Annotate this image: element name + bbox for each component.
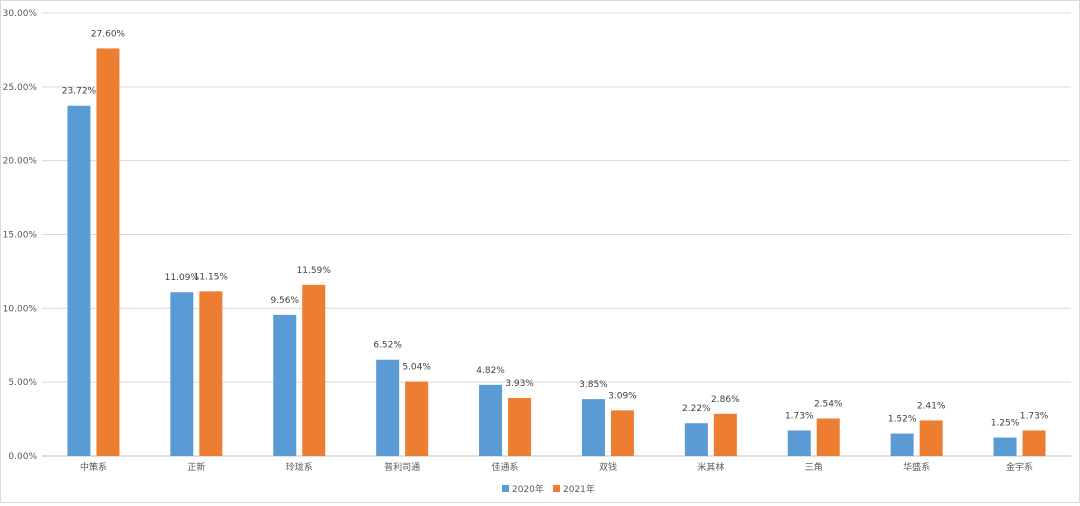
x-category-label: 普利司通 — [384, 461, 420, 473]
data-label: 5.04% — [402, 363, 431, 373]
bar-series-2 — [96, 48, 120, 456]
bar-series-2 — [816, 418, 840, 456]
bar-series-2 — [1022, 430, 1046, 456]
data-label: 11.59% — [297, 266, 332, 276]
bar-series-1 — [890, 433, 914, 456]
data-label: 27.60% — [91, 29, 126, 39]
x-category-label: 三角 — [805, 461, 823, 473]
bar-series-2 — [919, 420, 943, 456]
bar-series-1 — [581, 399, 605, 456]
x-axis-category-labels: 中策系 正新 玲珑系 普利司通 佳通系 双钱 米其林 三角 华盛系 金宇系 — [80, 461, 1033, 473]
data-label: 1.73% — [1020, 411, 1049, 421]
data-label: 2.22% — [682, 404, 711, 414]
data-label: 23.72% — [62, 87, 97, 97]
bar-series-1 — [273, 314, 297, 456]
data-label: 3.93% — [505, 379, 534, 389]
x-category-label: 米其林 — [697, 461, 724, 473]
bar-series-1 — [684, 423, 708, 456]
x-category-label: 金宇系 — [1006, 461, 1033, 473]
bar-series-2 — [508, 397, 532, 456]
data-label: 2.41% — [917, 401, 946, 411]
data-label: 1.52% — [888, 415, 917, 425]
y-tick-label: 10.00% — [3, 304, 38, 314]
data-label: 4.82% — [476, 366, 505, 376]
bar-series-2 — [405, 381, 429, 456]
y-tick-label: 20.00% — [3, 157, 38, 167]
bar-series-1 — [170, 292, 194, 456]
data-label: 3.09% — [608, 391, 637, 401]
x-category-label: 玲珑系 — [286, 461, 313, 473]
bars — [67, 48, 1046, 456]
bar-series-2 — [302, 284, 326, 456]
data-label: 1.25% — [991, 419, 1020, 429]
gridlines — [42, 12, 1071, 457]
data-label: 9.56% — [270, 296, 299, 306]
bar-series-1 — [479, 384, 503, 456]
bar-series-1 — [787, 430, 811, 456]
data-label: 3.85% — [579, 380, 608, 390]
data-labels: 23.72% 27.60% 11.09%11.15% 9.56% 11.59% 6.52%… — [62, 29, 1049, 428]
legend-label: 2021年 — [563, 483, 595, 495]
x-category-label: 华盛系 — [903, 461, 930, 473]
legend-swatch — [553, 485, 560, 492]
y-tick-label: 25.00% — [3, 83, 38, 93]
bar-series-2 — [610, 410, 634, 456]
x-category-label: 正新 — [187, 461, 205, 473]
legend: 2020年 2021年 — [502, 483, 595, 495]
y-axis-tick-labels: 0.00% 5.00% 10.00% 15.00% 20.00% 25.00% 30.00% — [3, 9, 38, 462]
bar-series-1 — [993, 437, 1017, 456]
x-category-label: 双钱 — [599, 461, 617, 473]
y-tick-label: 5.00% — [8, 378, 37, 388]
y-tick-label: 30.00% — [3, 9, 38, 19]
data-label: 1.73% — [785, 411, 814, 421]
x-category-label: 佳通系 — [492, 461, 519, 473]
legend-swatch — [502, 485, 509, 492]
bar-series-2 — [713, 413, 737, 456]
data-label: 11.15% — [194, 272, 229, 282]
x-category-label: 中策系 — [80, 461, 107, 473]
data-label: 2.54% — [814, 399, 843, 409]
bar-series-2 — [199, 291, 223, 456]
y-tick-label: 0.00% — [8, 452, 37, 462]
data-label: 11.09% — [165, 273, 200, 283]
data-label: 2.86% — [711, 395, 740, 405]
y-tick-label: 15.00% — [3, 231, 38, 241]
bar-series-1 — [376, 359, 400, 456]
data-label: 6.52% — [373, 341, 402, 351]
bar-series-1 — [67, 105, 91, 456]
legend-label: 2020年 — [512, 483, 544, 495]
